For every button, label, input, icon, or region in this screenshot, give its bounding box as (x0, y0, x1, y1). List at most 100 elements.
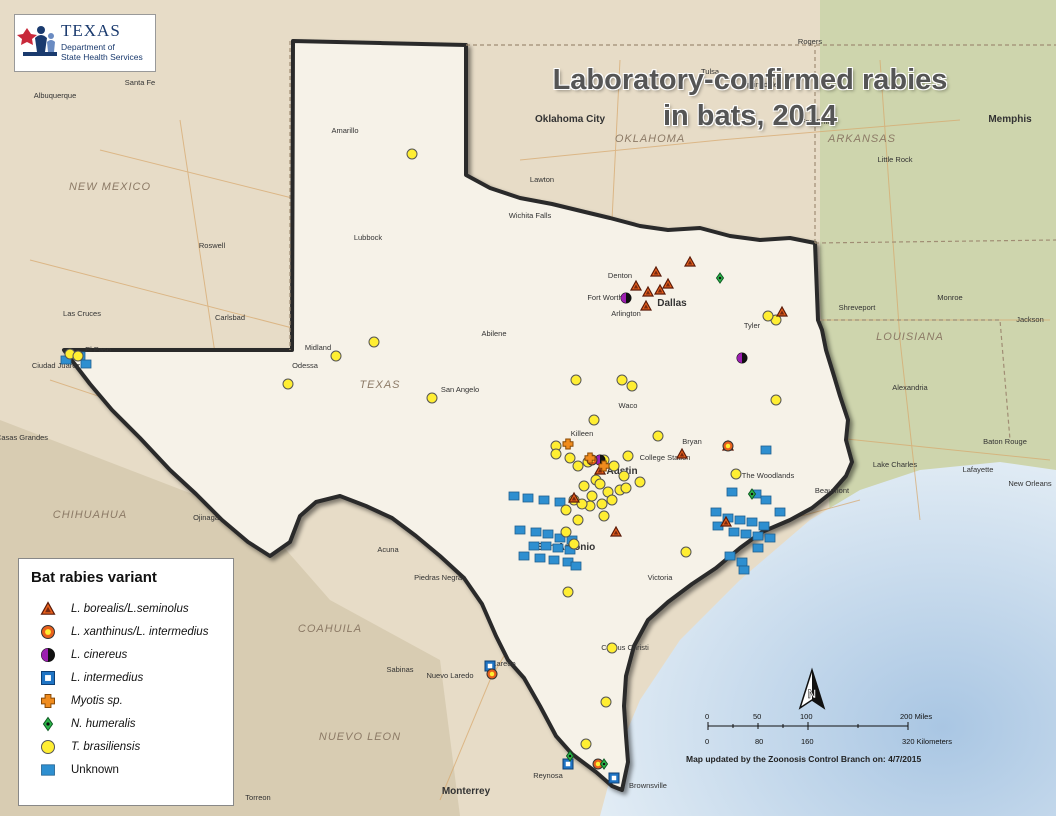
cross-marker (584, 452, 596, 464)
city-label: Albuquerque (34, 91, 77, 100)
scale-mi-200: 200 Miles (900, 712, 933, 721)
north-arrow: N (798, 667, 826, 710)
city-label: Fort Worth (587, 293, 622, 302)
square-marker (540, 541, 552, 551)
square-marker (760, 495, 772, 505)
logo-title: TEXAS (61, 21, 121, 40)
map-title: Laboratory-confirmed rabies in bats, 201… (505, 62, 995, 134)
circle-marker (560, 504, 572, 516)
city-label: Beaumont (815, 486, 850, 495)
city-label: Midland (305, 343, 331, 352)
square-marker (522, 493, 534, 503)
city-label: Nuevo Laredo (426, 671, 473, 680)
ring-circle-icon (41, 625, 55, 639)
circle-marker (598, 510, 610, 522)
circle-marker (562, 586, 574, 598)
scale-bar: 0 50 100 200 Miles 0 80 160 320 Kilomete… (700, 712, 952, 762)
circle-marker (606, 494, 618, 506)
hollow-square-marker (608, 772, 620, 784)
square-marker (528, 541, 540, 551)
circle-marker (586, 490, 598, 502)
map-title-line1: Laboratory-confirmed rabies (552, 64, 948, 96)
square-marker (734, 515, 746, 525)
triangle-marker (639, 299, 653, 311)
square-marker (80, 359, 92, 369)
map-updated-note: Map updated by the Zoonosis Control Bran… (686, 754, 922, 764)
circle-marker (580, 738, 592, 750)
square-marker (740, 529, 752, 539)
city-label: Odessa (292, 361, 319, 370)
square-marker (758, 521, 770, 531)
ring-circle-marker (592, 758, 604, 770)
circle-marker (72, 350, 84, 362)
scale-mi-50: 50 (753, 712, 762, 721)
circle-marker (596, 498, 608, 510)
triangle-marker (653, 283, 667, 295)
circle-marker (572, 460, 584, 472)
circle-marker (634, 476, 646, 488)
circle-marker (600, 696, 612, 708)
city-label: Fort Smith (801, 117, 836, 126)
city-label: Monroe (937, 293, 962, 302)
legend-item-label: Myotis sp. (71, 695, 123, 707)
city-label: Dallas (657, 298, 687, 309)
city-label: Shreveport (839, 303, 877, 312)
city-label: Lubbock (354, 233, 383, 242)
circle-marker (572, 514, 584, 526)
texas-outline[interactable] (62, 39, 854, 792)
circle-marker (770, 394, 782, 406)
logo-subtitle: Department of State Health Services (61, 42, 143, 62)
square-marker (542, 529, 554, 539)
triangle-marker (629, 279, 643, 291)
city-label: Lake Charles (873, 460, 917, 469)
scale-km-160: 160 (801, 737, 814, 746)
city-label: San Angelo (441, 385, 479, 394)
circle-marker (622, 450, 634, 462)
square-marker (710, 507, 722, 517)
city-label: Reynosa (533, 771, 563, 780)
gulf-of-mexico (600, 462, 1056, 816)
square-marker (530, 527, 542, 537)
square-marker (774, 507, 786, 517)
place-labels: NEW MEXICO OKLAHOMA ARKANSAS LOUISIANA CHIHU… (0, 37, 1052, 802)
square-marker (514, 525, 526, 535)
city-label: Piedras Negras (414, 573, 466, 582)
square-marker (534, 553, 546, 563)
scale-mi-100: 100 (800, 712, 813, 721)
legend-item-triangle: L. borealis/L.seminolus (39, 599, 189, 619)
diamond-marker (599, 758, 609, 770)
city-label: Casas Grandes (0, 433, 48, 442)
diamond-marker (565, 750, 575, 762)
city-label: Lafayette (963, 465, 994, 474)
state-label: NUEVO LEON (319, 731, 401, 743)
circle-marker (680, 546, 692, 558)
circle-marker (626, 380, 638, 392)
city-label: El Paso (85, 345, 111, 354)
rabies-markers (60, 148, 789, 784)
scale-km-0: 0 (705, 737, 710, 746)
city-label: Santa Fe (125, 78, 155, 87)
city-label: Abilene (481, 329, 506, 338)
city-label: Corpus Christi (601, 643, 649, 652)
legend-item-cross: Myotis sp. (39, 691, 123, 711)
legend-item-hollow-square: L. intermedius (39, 668, 143, 688)
circle-marker (618, 470, 630, 482)
triangle-marker (661, 277, 675, 289)
city-label: Monterrey (442, 786, 491, 797)
square-marker (548, 555, 560, 565)
scale-mi-0: 0 (705, 712, 710, 721)
city-label: Oklahoma City (535, 114, 605, 125)
half-circle-marker (620, 292, 632, 304)
dshs-logo: TEXAS Department of State Health Service… (14, 14, 156, 72)
square-marker (764, 533, 776, 543)
legend-item-label: L. borealis/L.seminolus (71, 603, 189, 615)
city-label: Rogers (798, 37, 822, 46)
circle-marker (550, 448, 562, 460)
circle-marker (588, 414, 600, 426)
circle-marker (368, 336, 380, 348)
city-label: Bryan (682, 437, 702, 446)
state-label: NEW MEXICO (69, 181, 151, 193)
city-label: College Station (640, 453, 691, 462)
triangle-marker (719, 515, 733, 527)
square-marker (726, 487, 738, 497)
